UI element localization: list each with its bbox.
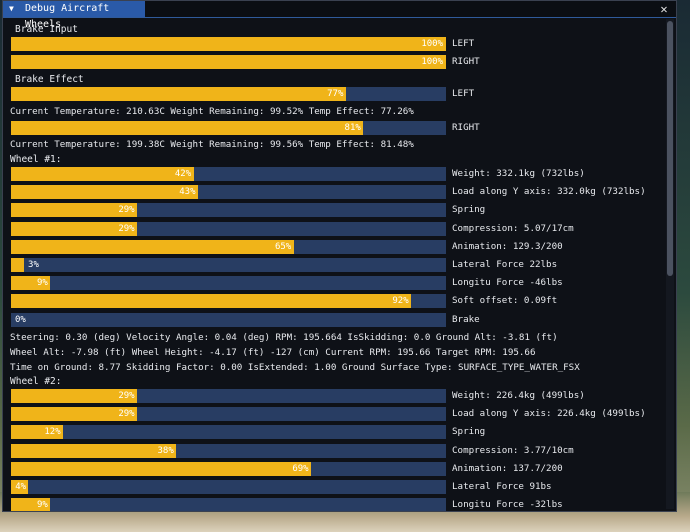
- wheel2-row-3-label: Compression: 3.77/10cm: [452, 444, 574, 456]
- wheel2-row-2-value: 12%: [44, 427, 61, 438]
- wheel1-row-5-bar: 3%: [11, 258, 446, 272]
- brake-effect-right-bar: 81%: [11, 121, 446, 135]
- wheel1-row-3-fill: [11, 221, 138, 236]
- wheel2-row-0-fill: [11, 389, 138, 403]
- brake-effect-left-bar: 77%: [11, 87, 446, 101]
- debug-aircraft-wheels-window: ▼ Debug Aircraft Wheels ✕ Brake Input 100…: [2, 0, 677, 512]
- wheel1-row-8-label: Brake: [452, 313, 480, 325]
- wheel2-row-5-fill: [11, 480, 29, 494]
- title-bar[interactable]: ▼ Debug Aircraft Wheels ✕: [3, 1, 676, 30]
- brake-effect-left-label: LEFT: [452, 88, 475, 99]
- vertical-scrollbar[interactable]: [666, 19, 674, 509]
- wheel2-row-0-label: Weight: 226.4kg (499lbs): [452, 390, 585, 401]
- window-tab[interactable]: ▼ Debug Aircraft Wheels: [3, 1, 145, 30]
- wheel1-row-7-label: Soft offset: 0.09ft: [452, 295, 558, 307]
- wheel1-row-6-fill: [11, 276, 51, 291]
- brake-input-header: Brake Input: [15, 24, 78, 35]
- wheel2-row-5-value: 4%: [15, 482, 27, 492]
- scrollbar-thumb[interactable]: [667, 21, 673, 276]
- brake-input-right-fill: [11, 55, 446, 69]
- wheel2-row-3-value: 38%: [157, 445, 174, 456]
- close-icon[interactable]: ✕: [660, 2, 668, 16]
- wheel2-row-4-label: Animation: 137.7/200: [452, 462, 563, 474]
- wheel2-row-1-bar: 29%: [11, 407, 446, 422]
- brake-effect-header: Brake Effect: [15, 74, 84, 85]
- wheel2-row-4-bar: 69%: [11, 461, 446, 476]
- wheel2-row-4-fill: [11, 461, 312, 476]
- wheel1-info-line-2: Wheel Alt: -7.98 (ft) Wheel Height: -4.1…: [10, 347, 536, 358]
- brake-effect-right-value: 81%: [344, 123, 361, 133]
- wheel1-row-8-bar: 0%: [11, 312, 446, 327]
- wheel1-row-7-fill: [11, 294, 412, 309]
- wheel1-row-2-value: 29%: [118, 205, 135, 216]
- wheel2-row-1-label: Load along Y axis: 226.4kg (499lbs): [452, 408, 646, 420]
- wheel1-row-4-bar: 65%: [11, 239, 446, 254]
- wheel1-row-7-value: 92%: [392, 296, 409, 307]
- wheel1-row-1-value: 43%: [179, 187, 196, 198]
- brake-input-left-fill: [11, 37, 446, 51]
- wheel2-row-6-fill: [11, 498, 51, 511]
- wheel1-row-5-fill: [11, 258, 25, 272]
- wheel1-row-6-value: 9%: [36, 278, 48, 289]
- wheel1-row-0-label: Weight: 332.1kg (732lbs): [452, 168, 585, 179]
- brake-effect-right-fill: [11, 121, 364, 135]
- wheel1-row-4-label: Animation: 129.3/200: [452, 240, 563, 252]
- brake-input-left-bar: 100%: [11, 37, 446, 51]
- wheel2-row-2-bar: 12%: [11, 425, 446, 440]
- wheel2-row-5-bar: 4%: [11, 480, 446, 494]
- window-content: Brake Input 100% LEFT 100% RIGHT Brake Effect…: [3, 18, 664, 511]
- wheel2-row-5-label: Lateral Force 91bs: [452, 481, 552, 492]
- wheel2-row-2-label: Spring: [452, 426, 486, 438]
- brake-input-left-label: LEFT: [452, 38, 475, 49]
- wheel1-row-1-fill: [11, 185, 199, 200]
- wheel1-row-7-bar: 92%: [11, 294, 446, 309]
- brake-input-right-bar: 100%: [11, 55, 446, 69]
- wheel1-header: Wheel #1:: [10, 154, 62, 165]
- collapse-triangle-icon[interactable]: ▼: [9, 4, 14, 13]
- wheel1-row-3-value: 29%: [118, 223, 135, 234]
- wheel1-row-5-value: 3%: [28, 260, 39, 270]
- wheel2-row-0-bar: 29%: [11, 389, 446, 403]
- wheel1-info-line-3: Time on Ground: 8.77 Skidding Factor: 0.…: [10, 362, 580, 373]
- wheel1-row-2-bar: 29%: [11, 203, 446, 218]
- wheel1-row-1-bar: 43%: [11, 185, 446, 200]
- wheel1-row-2-fill: [11, 203, 138, 218]
- wheel1-row-6-bar: 9%: [11, 276, 446, 291]
- wheel2-row-1-value: 29%: [118, 409, 135, 420]
- window-title: Debug Aircraft Wheels: [25, 3, 110, 30]
- brake-effect-left-value: 77%: [327, 89, 344, 99]
- wheel2-row-6-label: Longitu Force -32lbs: [452, 499, 563, 511]
- wheel2-row-0-value: 29%: [118, 391, 135, 401]
- brake-input-right-value: 100%: [421, 57, 443, 67]
- wheel1-row-8-value: 0%: [15, 314, 26, 325]
- brake-effect-right-label: RIGHT: [452, 122, 480, 133]
- wheel1-info-line-1: Steering: 0.30 (deg) Velocity Angle: 0.0…: [10, 332, 558, 343]
- wheel1-row-2-label: Spring: [452, 204, 486, 216]
- wheel1-row-0-value: 42%: [174, 169, 192, 179]
- brake-input-right-label: RIGHT: [452, 56, 480, 67]
- brake-effect-left-fill: [11, 87, 346, 101]
- wheel2-row-6-value: 9%: [36, 500, 48, 511]
- wheel1-row-4-fill: [11, 239, 294, 254]
- wheel1-row-1-label: Load along Y axis: 332.0kg (732lbs): [452, 186, 646, 198]
- wheel1-row-3-label: Compression: 5.07/17cm: [452, 222, 574, 234]
- wheel1-row-3-bar: 29%: [11, 221, 446, 236]
- wheel2-row-2-fill: [11, 425, 64, 440]
- wheel2-header: Wheel #2:: [10, 376, 62, 387]
- wheel2-row-3-bar: 38%: [11, 443, 446, 458]
- wheel2-row-3-fill: [11, 443, 177, 458]
- brake-input-left-value: 100%: [421, 39, 443, 49]
- wheel2-row-1-fill: [11, 407, 138, 422]
- wheel1-row-4-value: 65%: [274, 241, 292, 252]
- wheel1-row-5-label: Lateral Force 22lbs: [452, 259, 558, 270]
- wheel2-row-6-bar: 9%: [11, 498, 446, 511]
- brake-effect-right-info: Current Temperature: 199.38C Weight Rema…: [10, 139, 414, 150]
- wheel1-row-6-label: Longitu Force -46lbs: [452, 277, 563, 289]
- wheel1-row-0-fill: [11, 167, 194, 181]
- brake-effect-left-info: Current Temperature: 210.63C Weight Rema…: [10, 106, 414, 117]
- wheel2-row-4-value: 69%: [292, 463, 309, 474]
- wheel1-row-0-bar: 42%: [11, 167, 446, 181]
